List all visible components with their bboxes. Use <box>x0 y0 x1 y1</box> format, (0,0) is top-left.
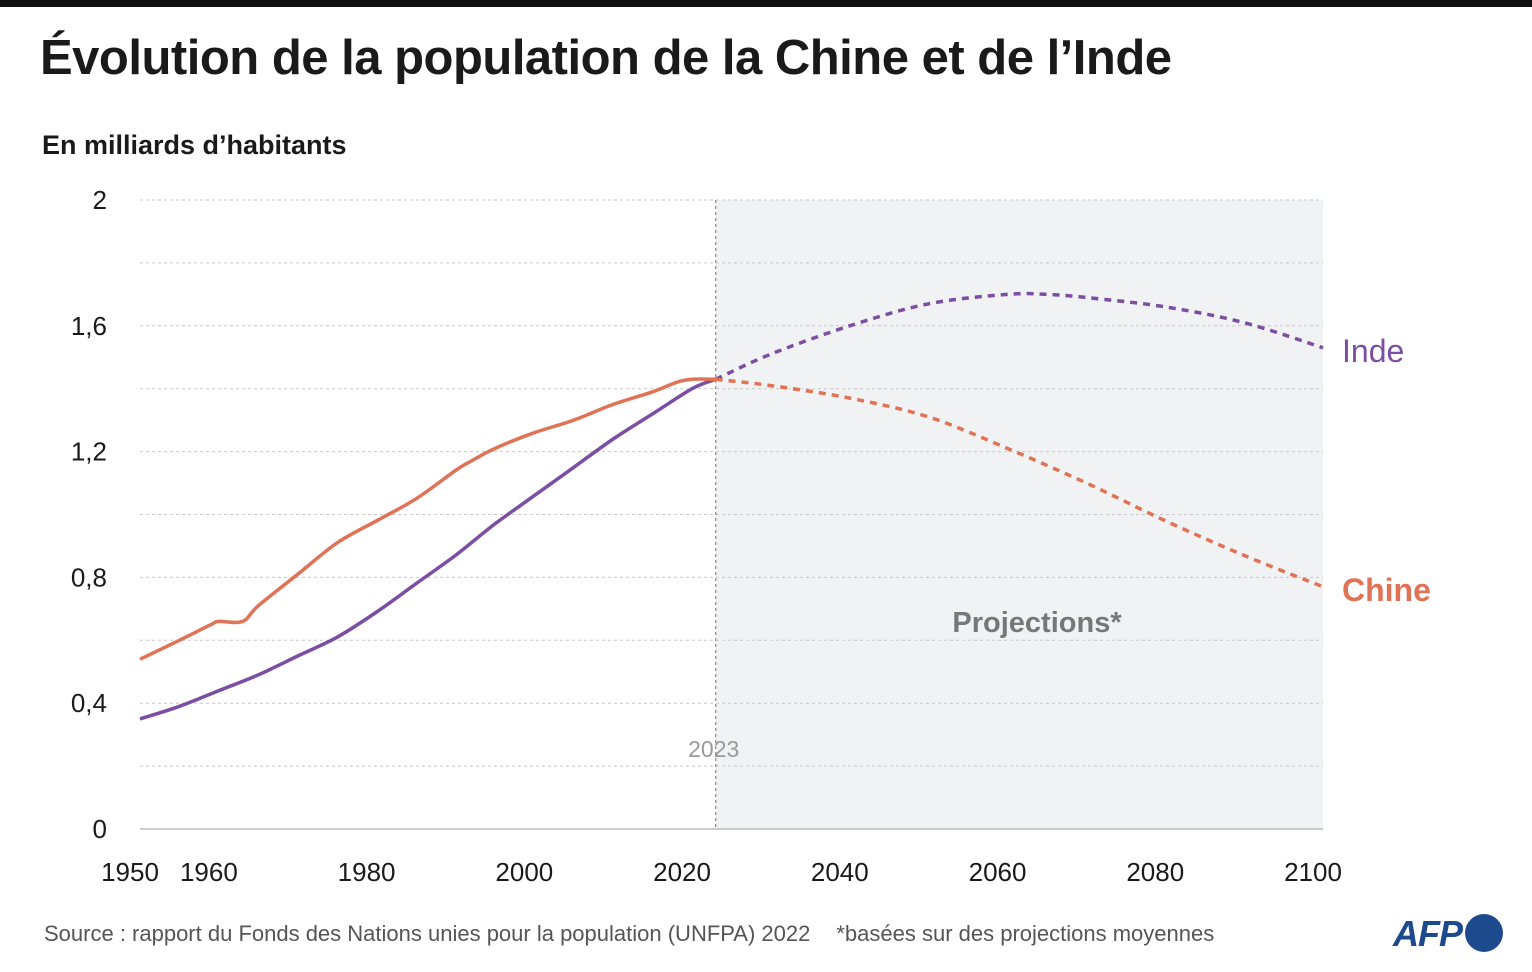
chart-title: Évolution de la population de la Chine e… <box>40 31 1172 85</box>
projection-year-label: 2023 <box>688 736 739 762</box>
series-inde-projection <box>714 291 1324 381</box>
x-tick-label: 1980 <box>338 857 396 887</box>
x-tick-label: 1950 <box>101 857 159 887</box>
series-chine-historical <box>139 377 716 661</box>
y-tick-label: 0 <box>93 814 107 844</box>
series-label-inde: Inde <box>1342 333 1404 369</box>
source-text: Source : rapport du Fonds des Nations un… <box>44 921 811 946</box>
x-tick-label: 2020 <box>653 857 711 887</box>
top-bar <box>0 0 1532 7</box>
y-tick-label: 1,2 <box>71 437 107 467</box>
series-chine-projection <box>715 377 1324 589</box>
series-label-chine: Chine <box>1342 572 1431 608</box>
x-tick-label: 2080 <box>1126 857 1184 887</box>
afp-logo: AFP <box>1393 912 1509 956</box>
projection-note: *basées sur des projections moyennes <box>836 921 1215 946</box>
afp-logo-dot-icon <box>1465 914 1503 952</box>
x-tick-label: 2060 <box>969 857 1027 887</box>
y-tick-label: 1,6 <box>71 311 107 341</box>
afp-logo-text: AFP <box>1393 913 1463 954</box>
y-tick-label: 0,4 <box>71 688 107 718</box>
line-chart: 0 0,4 0,8 1,2 1,6 2 1950 1960 1980 2000 2020 2040 20… <box>71 185 1431 887</box>
x-tick-label: 2100 <box>1284 857 1342 887</box>
chart-subtitle: En milliards d’habitants <box>42 130 347 160</box>
y-tick-label: 2 <box>93 185 107 215</box>
x-tick-label: 2040 <box>811 857 869 887</box>
projections-label: Projections* <box>952 607 1122 639</box>
y-tick-label: 0,8 <box>71 562 107 592</box>
footer: Source : rapport du Fonds des Nations un… <box>44 921 1214 947</box>
x-tick-label: 2000 <box>495 857 553 887</box>
series-inde-historical <box>139 377 717 721</box>
x-tick-label: 1960 <box>180 857 238 887</box>
